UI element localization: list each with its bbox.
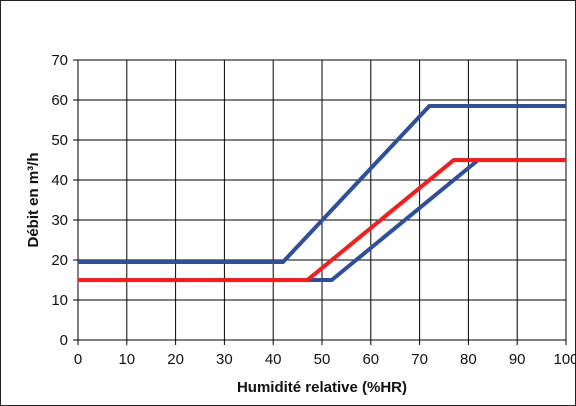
y-tick-label: 50 <box>51 132 68 149</box>
y-tick-label: 60 <box>51 92 68 109</box>
y-tick-label: 20 <box>51 252 68 269</box>
y-tick-label: 10 <box>51 292 68 309</box>
y-tick-label: 30 <box>51 212 68 229</box>
x-axis-title: Humidité relative (%HR) <box>237 379 407 396</box>
x-tick-label: 100 <box>553 351 576 368</box>
x-tick-label: 10 <box>118 351 135 368</box>
y-axis-ticks: 0 10 20 30 40 50 60 70 <box>51 52 68 349</box>
x-tick-label: 20 <box>167 351 184 368</box>
x-tick-label: 70 <box>411 351 428 368</box>
x-tick-label: 90 <box>509 351 526 368</box>
series-group <box>78 104 566 282</box>
series-line-3 <box>78 158 566 282</box>
x-axis-ticks: 0 10 20 30 40 50 60 70 80 90 100 <box>74 351 576 368</box>
x-tick-label: 60 <box>362 351 379 368</box>
y-tick-label: 70 <box>51 52 68 69</box>
series-line-1 <box>78 104 566 264</box>
x-tick-label: 30 <box>216 351 233 368</box>
y-tick-label: 40 <box>51 172 68 189</box>
x-tick-label: 40 <box>265 351 282 368</box>
y-axis-title: Débit en m³/h <box>25 152 42 247</box>
x-tick-label: 50 <box>314 351 331 368</box>
y-tick-label: 0 <box>60 332 68 349</box>
x-tick-label: 80 <box>460 351 477 368</box>
x-tick-label: 0 <box>74 351 82 368</box>
